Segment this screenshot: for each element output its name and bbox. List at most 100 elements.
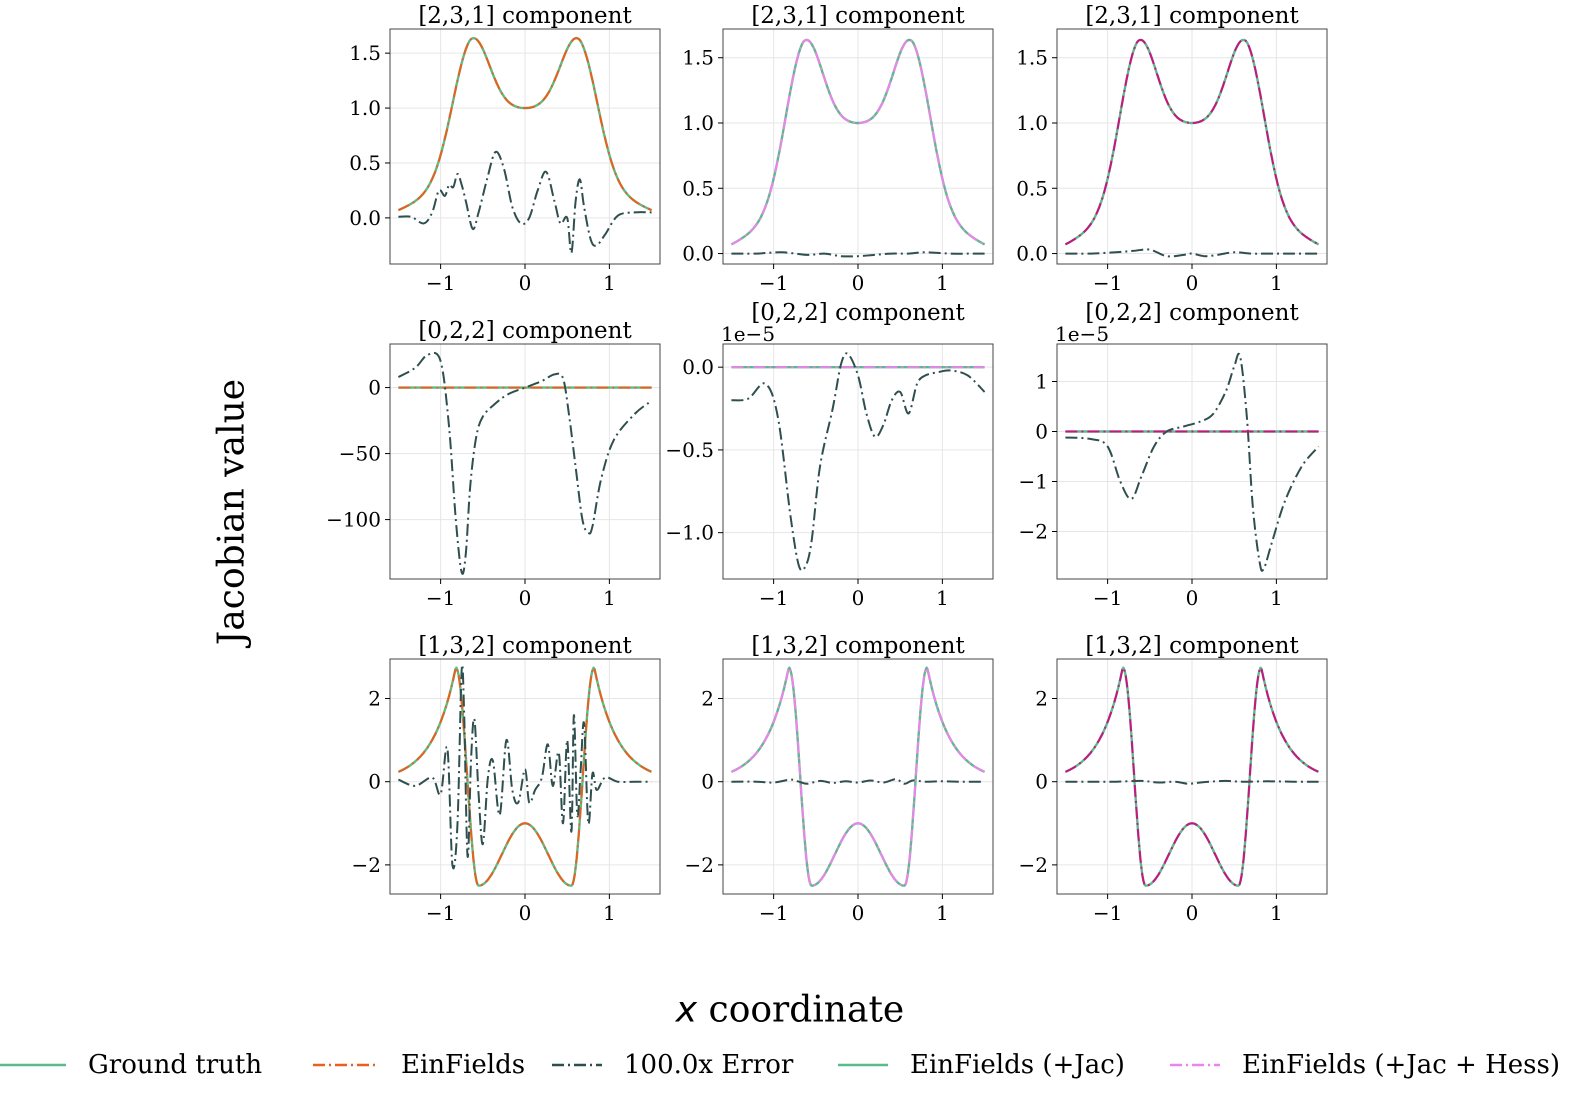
legend-label: EinFields (+Jac) <box>910 1050 1125 1080</box>
y-tick-label: −2 <box>352 853 381 877</box>
series-line-einfields-jac-hess- <box>1065 666 1319 887</box>
subplot-4: −1 0 1 −1.0 −0.5 0.0 1e−5[0,2,2] component <box>665 300 994 610</box>
y-tick-label: −50 <box>339 442 381 466</box>
x-tick-label: −1 <box>759 586 788 610</box>
y-tick-label: −0.5 <box>665 438 714 462</box>
x-tick-label: 0 <box>1186 271 1199 295</box>
subplot-title: [1,3,2] component <box>418 633 632 659</box>
y-tick-label: 2 <box>368 687 381 711</box>
legend: Ground truth EinFields 100.0x Error EinF… <box>0 1050 1594 1080</box>
y-tick-label: 2 <box>701 687 714 711</box>
subplot-3: −1 0 1 −100 −50 0 [0,2,2] component <box>326 318 661 610</box>
series-group <box>1064 38 1320 258</box>
series-line-einfields <box>397 37 653 212</box>
x-tick-label: 1 <box>603 586 616 610</box>
series-group <box>1065 352 1320 572</box>
x-tick-label: 0 <box>519 271 532 295</box>
series-line-100-0x-error <box>397 663 652 870</box>
series-line-100-0x-error <box>731 251 985 258</box>
series-line-100-0x-error <box>397 351 653 575</box>
series-group <box>1064 666 1320 887</box>
x-tick-label: −1 <box>759 271 788 295</box>
series-line-einfields-jac-hess- <box>730 38 986 246</box>
series-line-einfields-jac-hess- <box>731 666 985 887</box>
legend-swatch-error <box>552 1063 602 1067</box>
y-tick-label: 0 <box>1035 770 1048 794</box>
subplot-8: −1 0 1 −2 0 2 [1,3,2] component <box>1019 633 1328 925</box>
y-tick-label: −1 <box>1019 470 1048 494</box>
x-tick-label: 0 <box>852 586 865 610</box>
x-axis-label-text: coordinate <box>708 989 905 1031</box>
legend-label: Ground truth <box>88 1050 263 1080</box>
series-line-100-0x-error <box>1065 248 1319 258</box>
subplot-title: [1,3,2] component <box>751 633 965 659</box>
series-group <box>731 352 986 572</box>
x-axis-variable: x <box>675 989 698 1031</box>
x-tick-label: −1 <box>1093 271 1122 295</box>
x-axis-label: x coordinate <box>676 990 904 1031</box>
x-tick-label: 1 <box>1270 586 1283 610</box>
series-line-100-0x-error <box>398 150 652 255</box>
y-tick-label: 0 <box>701 770 714 794</box>
axis-offset-text: 1e−5 <box>721 322 775 346</box>
legend-label: EinFields <box>401 1050 526 1080</box>
x-tick-label: −1 <box>426 901 455 925</box>
y-tick-label: 0.0 <box>349 206 381 230</box>
subplot-5: −1 0 1 −2 −1 0 1 1e−5[0,2,2] component <box>1019 300 1328 610</box>
x-tick-label: 1 <box>936 271 949 295</box>
subplot-0: −1 0 1 0.0 0.5 1.0 1.5 [2,3,1] component <box>349 3 661 295</box>
series-line-100-0x-error <box>731 352 986 572</box>
subplot-title: [2,3,1] component <box>418 3 632 29</box>
y-tick-label: −2 <box>685 853 714 877</box>
x-tick-label: 0 <box>1186 586 1199 610</box>
subplot-title: [0,2,2] component <box>751 300 965 326</box>
series-line-100-0x-error <box>1065 352 1320 572</box>
series-group <box>730 38 986 258</box>
x-tick-label: 1 <box>936 901 949 925</box>
x-tick-label: 1 <box>603 901 616 925</box>
subplot-6: −1 0 1 −2 0 2 [1,3,2] component <box>352 633 661 925</box>
series-line-einfields <box>398 666 652 887</box>
y-tick-label: 0.0 <box>1016 242 1048 266</box>
y-tick-label: 0.5 <box>682 176 714 200</box>
legend-item-einfields: EinFields <box>313 1050 525 1080</box>
y-tick-label: 1.0 <box>1016 111 1048 135</box>
subplot-1: −1 0 1 0.0 0.5 1.0 1.5 [2,3,1] component <box>682 3 994 295</box>
series-line-einfields-jac-hess- <box>1064 38 1320 246</box>
y-tick-label: 2 <box>1035 687 1048 711</box>
y-tick-label: 1.5 <box>1016 46 1048 70</box>
subplot-title: [2,3,1] component <box>751 3 965 29</box>
legend-swatch-einfields-jac <box>838 1063 888 1067</box>
subplot-2: −1 0 1 0.0 0.5 1.0 1.5 [2,3,1] component <box>1016 3 1328 295</box>
y-tick-label: 0 <box>368 770 381 794</box>
x-tick-label: 1 <box>603 271 616 295</box>
legend-swatch-einfields <box>313 1063 379 1067</box>
y-tick-label: 0.5 <box>1016 176 1048 200</box>
x-tick-label: −1 <box>426 586 455 610</box>
legend-item-error: 100.0x Error <box>552 1050 793 1080</box>
y-tick-label: 1.5 <box>349 41 381 65</box>
subplot-title: [0,2,2] component <box>1085 300 1299 326</box>
x-tick-label: −1 <box>1093 901 1122 925</box>
y-tick-label: 1.0 <box>349 96 381 120</box>
y-tick-label: −2 <box>1019 853 1048 877</box>
legend-label: 100.0x Error <box>624 1050 794 1080</box>
y-tick-label: 1.5 <box>682 46 714 70</box>
x-tick-label: 0 <box>1186 901 1199 925</box>
axis-offset-text: 1e−5 <box>1055 322 1109 346</box>
subplot-7: −1 0 1 −2 0 2 [1,3,2] component <box>685 633 994 925</box>
series-group <box>397 36 653 255</box>
y-axis-label: Jacobian value <box>211 378 253 646</box>
legend-item-ground-truth: Ground truth <box>0 1050 262 1080</box>
x-tick-label: 0 <box>852 271 865 295</box>
x-tick-label: 1 <box>936 586 949 610</box>
y-tick-label: 1.0 <box>682 111 714 135</box>
x-tick-label: 0 <box>852 901 865 925</box>
x-tick-label: 0 <box>519 901 532 925</box>
x-tick-label: −1 <box>426 271 455 295</box>
y-tick-label: 0 <box>368 376 381 400</box>
series-group <box>397 663 653 887</box>
x-tick-label: 1 <box>1270 271 1283 295</box>
x-tick-label: −1 <box>759 901 788 925</box>
